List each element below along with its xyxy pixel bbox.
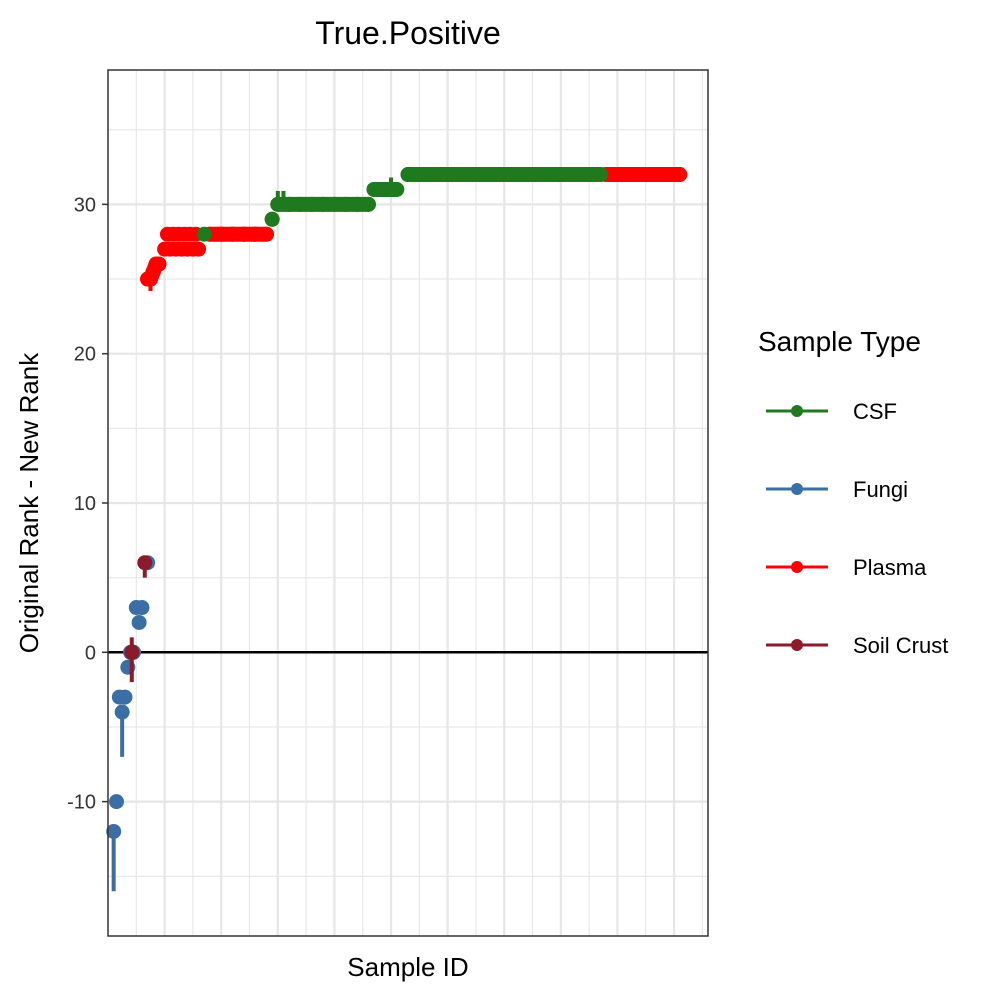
x-axis-title: Sample ID [347, 952, 468, 982]
data-point [655, 167, 671, 183]
data-point [196, 226, 212, 242]
y-axis-ticks: -10 0 10 20 30 [67, 194, 108, 814]
legend-label: Fungi [853, 477, 908, 502]
legend: Sample Type CSF Fungi Plasma Soil Crust [758, 326, 948, 658]
data-marks [106, 167, 688, 892]
y-tick-label: -10 [67, 792, 96, 814]
data-point [108, 794, 124, 810]
data-point [124, 644, 140, 660]
data-point [485, 167, 501, 183]
legend-item-fungi: Fungi [766, 477, 908, 502]
data-point [440, 167, 456, 183]
data-point [236, 226, 252, 242]
y-tick-label: 10 [74, 493, 96, 515]
data-point [264, 211, 280, 227]
data-point [315, 196, 331, 212]
legend-key-point [791, 561, 803, 573]
series-csf [196, 167, 608, 242]
legend-title: Sample Type [758, 326, 921, 357]
data-point [137, 555, 153, 571]
data-point [592, 167, 608, 183]
chart-title: True.Positive [315, 15, 501, 51]
legend-item-csf: CSF [766, 399, 897, 424]
data-point [304, 196, 320, 212]
data-point [672, 167, 688, 183]
data-point [632, 167, 648, 183]
data-point [270, 196, 286, 212]
data-point [609, 167, 625, 183]
data-point [292, 196, 308, 212]
data-point [338, 196, 354, 212]
legend-key-point [791, 483, 803, 495]
data-point [106, 823, 122, 839]
series-soil-crust [124, 555, 153, 683]
data-point [575, 167, 591, 183]
data-point [114, 704, 130, 720]
data-point [258, 226, 274, 242]
data-point [134, 600, 150, 616]
legend-label: Soil Crust [853, 633, 948, 658]
data-point [360, 196, 376, 212]
legend-item-plasma: Plasma [766, 555, 927, 580]
data-point [117, 689, 133, 705]
legend-label: CSF [853, 399, 897, 424]
data-point [213, 226, 229, 242]
data-point [191, 241, 207, 257]
data-point [326, 196, 342, 212]
data-point [530, 167, 546, 183]
data-point [281, 196, 297, 212]
data-point [151, 256, 167, 272]
data-point [131, 614, 147, 630]
grid [108, 70, 708, 936]
legend-label: Plasma [853, 555, 927, 580]
y-axis-title: Original Rank - New Rank [14, 352, 44, 654]
data-point [462, 167, 478, 183]
data-point [508, 167, 524, 183]
data-point [225, 226, 241, 242]
data-point [389, 181, 405, 197]
data-point [553, 167, 569, 183]
y-tick-label: 20 [74, 344, 96, 366]
legend-key-point [791, 639, 803, 651]
y-tick-label: 30 [74, 194, 96, 216]
data-point [643, 167, 659, 183]
data-point [366, 181, 382, 197]
data-point [417, 167, 433, 183]
data-point [247, 226, 263, 242]
legend-key-point [791, 405, 803, 417]
y-tick-label: 0 [85, 642, 96, 664]
legend-item-soil-crust: Soil Crust [766, 633, 948, 658]
data-point [400, 167, 416, 183]
data-point [377, 181, 393, 197]
data-point [621, 167, 637, 183]
data-point [349, 196, 365, 212]
